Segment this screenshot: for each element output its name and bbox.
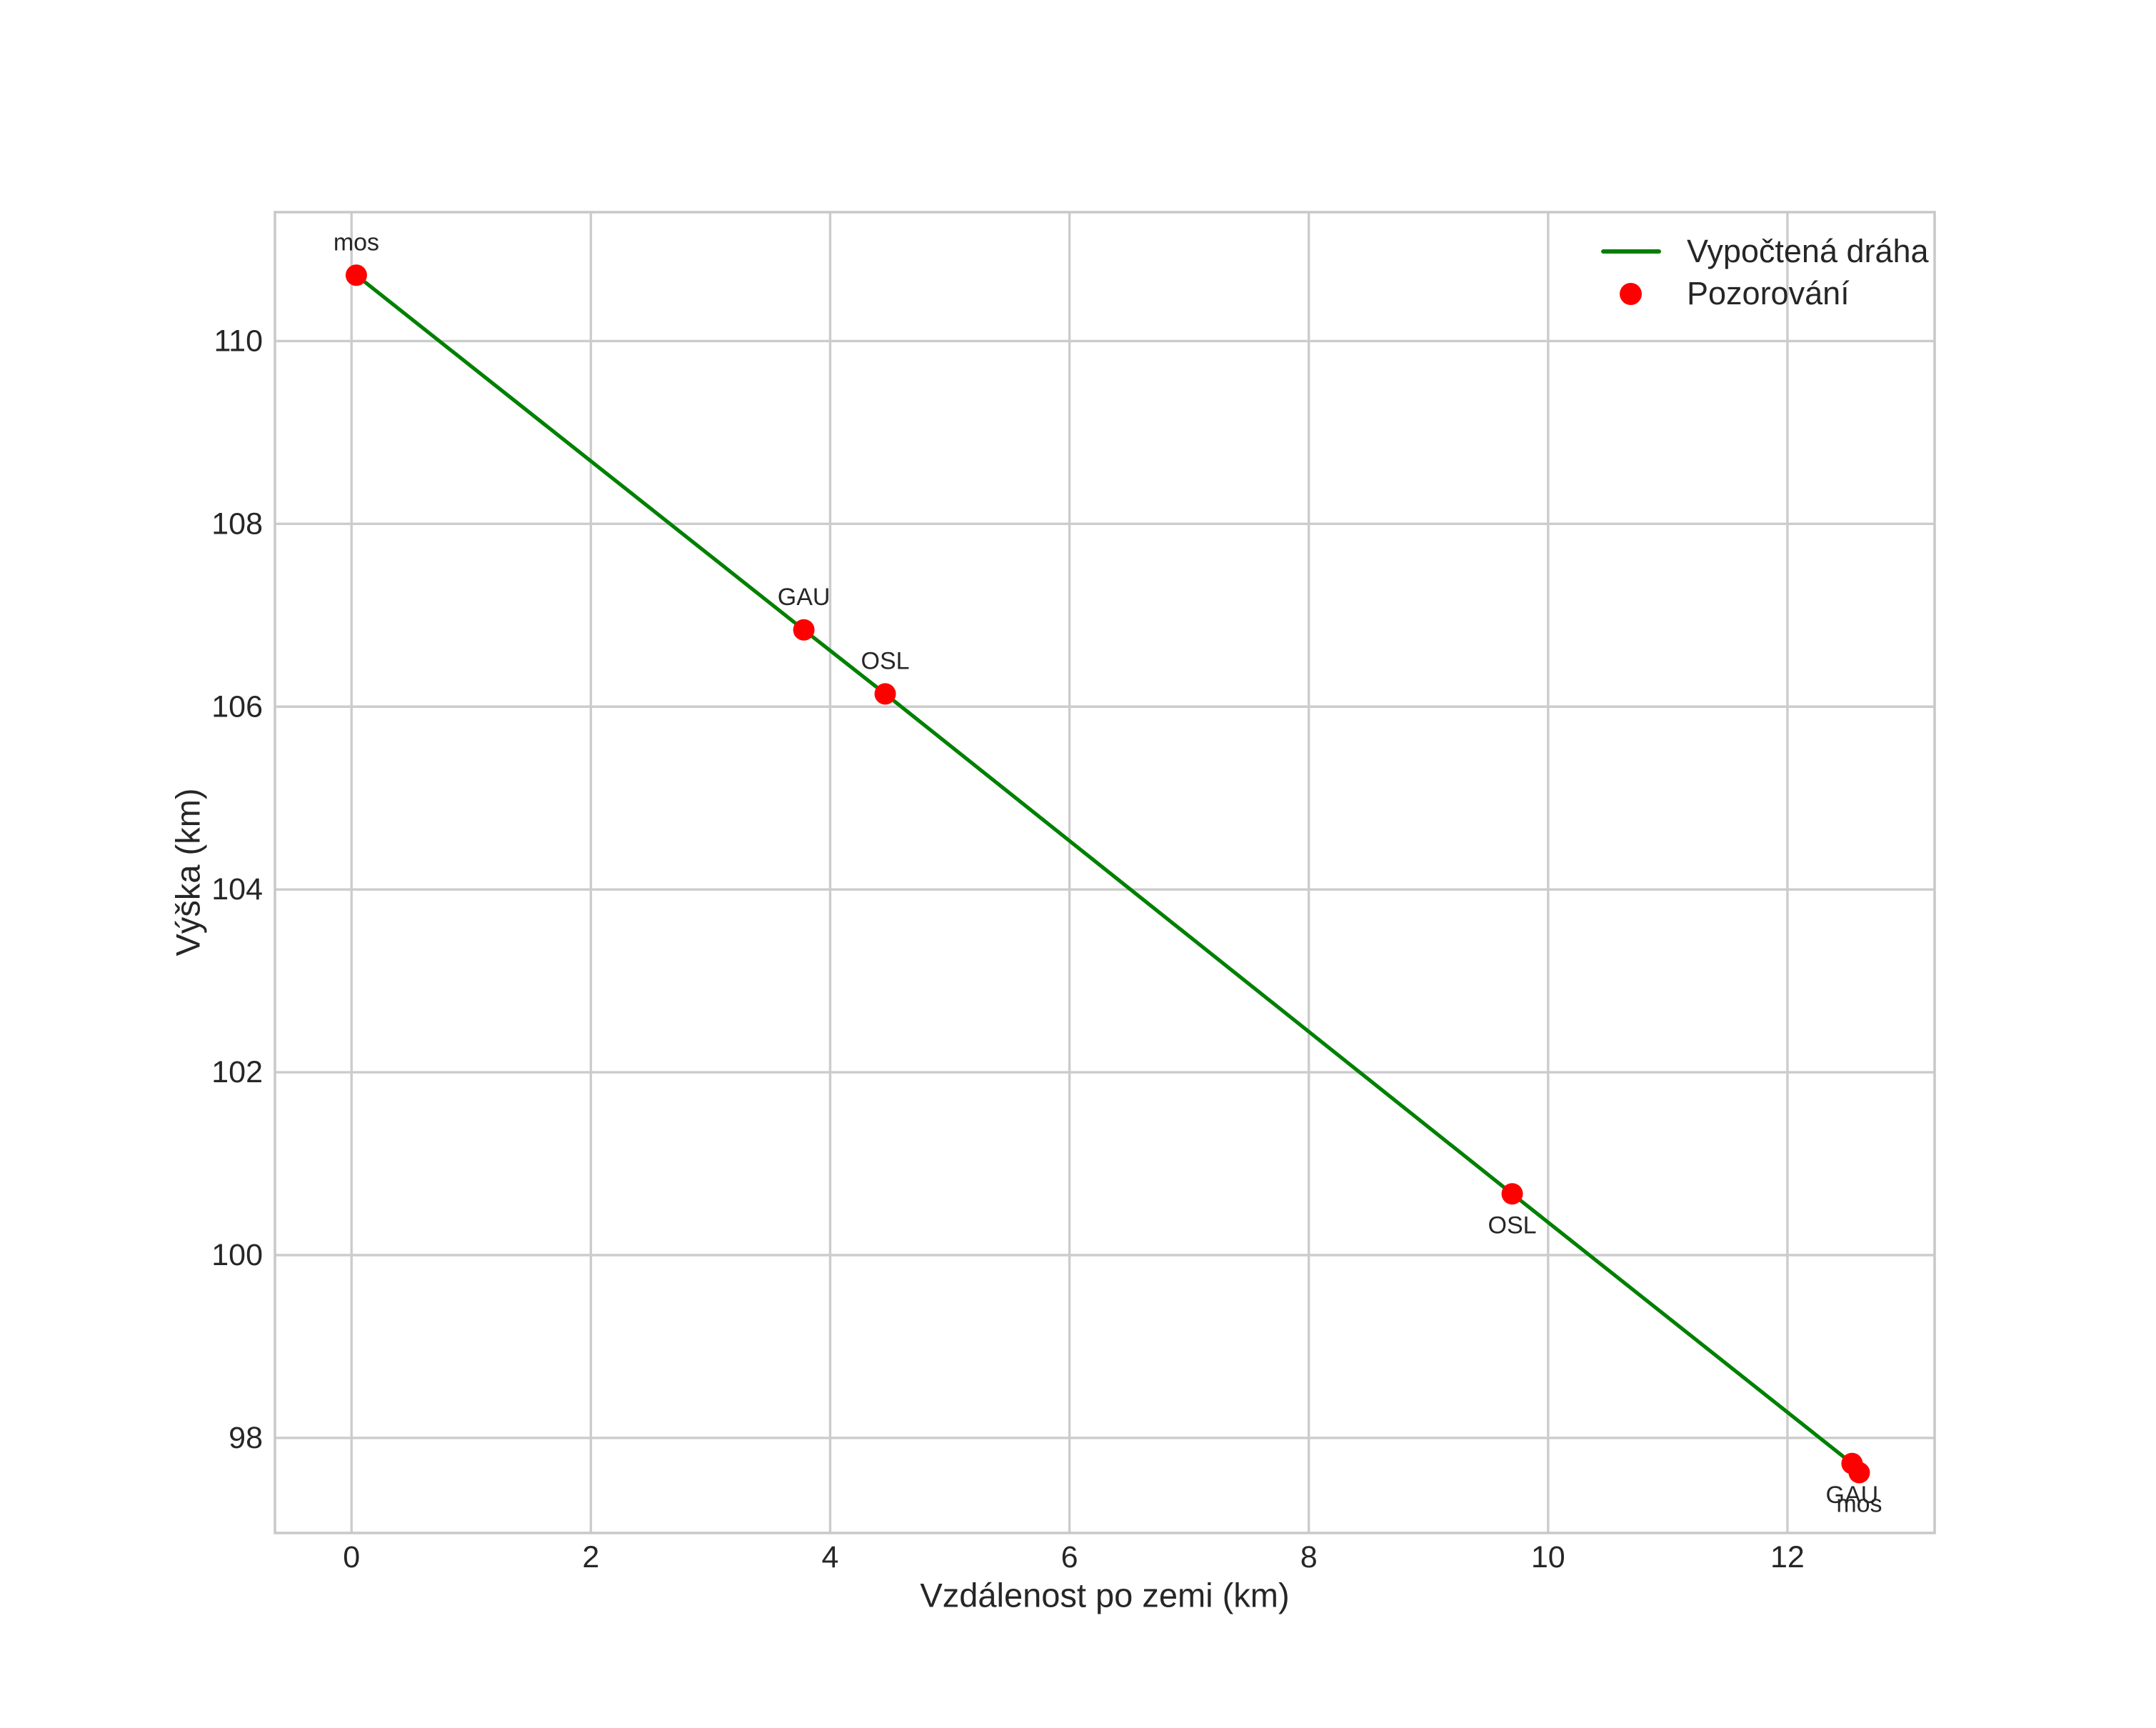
point-label: GAU <box>778 584 831 611</box>
observation-point <box>345 264 367 286</box>
y-tick-label: 106 <box>211 689 263 724</box>
observation-point <box>1848 1462 1870 1484</box>
y-tick-label: 100 <box>211 1238 263 1272</box>
x-tick-label: 8 <box>1300 1540 1318 1574</box>
legend-line-swatch <box>1601 249 1661 254</box>
observation-point <box>874 683 896 705</box>
x-tick-label: 10 <box>1531 1540 1565 1574</box>
observation-point <box>1501 1183 1523 1205</box>
x-axis-label: Vzdálenost po zemi (km) <box>920 1576 1290 1614</box>
y-tick-label: 104 <box>211 872 263 907</box>
point-label: mos <box>334 229 379 256</box>
x-tick-label: 2 <box>582 1540 599 1574</box>
x-tick-label: 6 <box>1061 1540 1078 1574</box>
y-tick-label: 98 <box>229 1421 263 1455</box>
y-axis-label: Výška (km) <box>169 788 207 957</box>
x-tick-label: 0 <box>343 1540 360 1574</box>
y-tick-label: 102 <box>211 1055 263 1089</box>
observation-point <box>793 619 815 641</box>
point-label: OSL <box>861 647 910 674</box>
trajectory-line <box>354 273 1862 1475</box>
legend-marker-swatch <box>1620 283 1642 305</box>
point-label: OSL <box>1488 1212 1537 1239</box>
y-tick-label: 110 <box>214 324 263 358</box>
legend-line-label: Vypočtená dráha <box>1687 232 1929 269</box>
point-label: GAU <box>1826 1482 1879 1509</box>
x-tick-label: 4 <box>821 1540 838 1574</box>
axes-border <box>274 211 1936 1534</box>
x-tick-label: 12 <box>1770 1540 1805 1574</box>
point-label: mos <box>1836 1491 1882 1518</box>
legend-marker-label: Pozorování <box>1687 274 1850 311</box>
y-tick-label: 108 <box>211 506 263 541</box>
